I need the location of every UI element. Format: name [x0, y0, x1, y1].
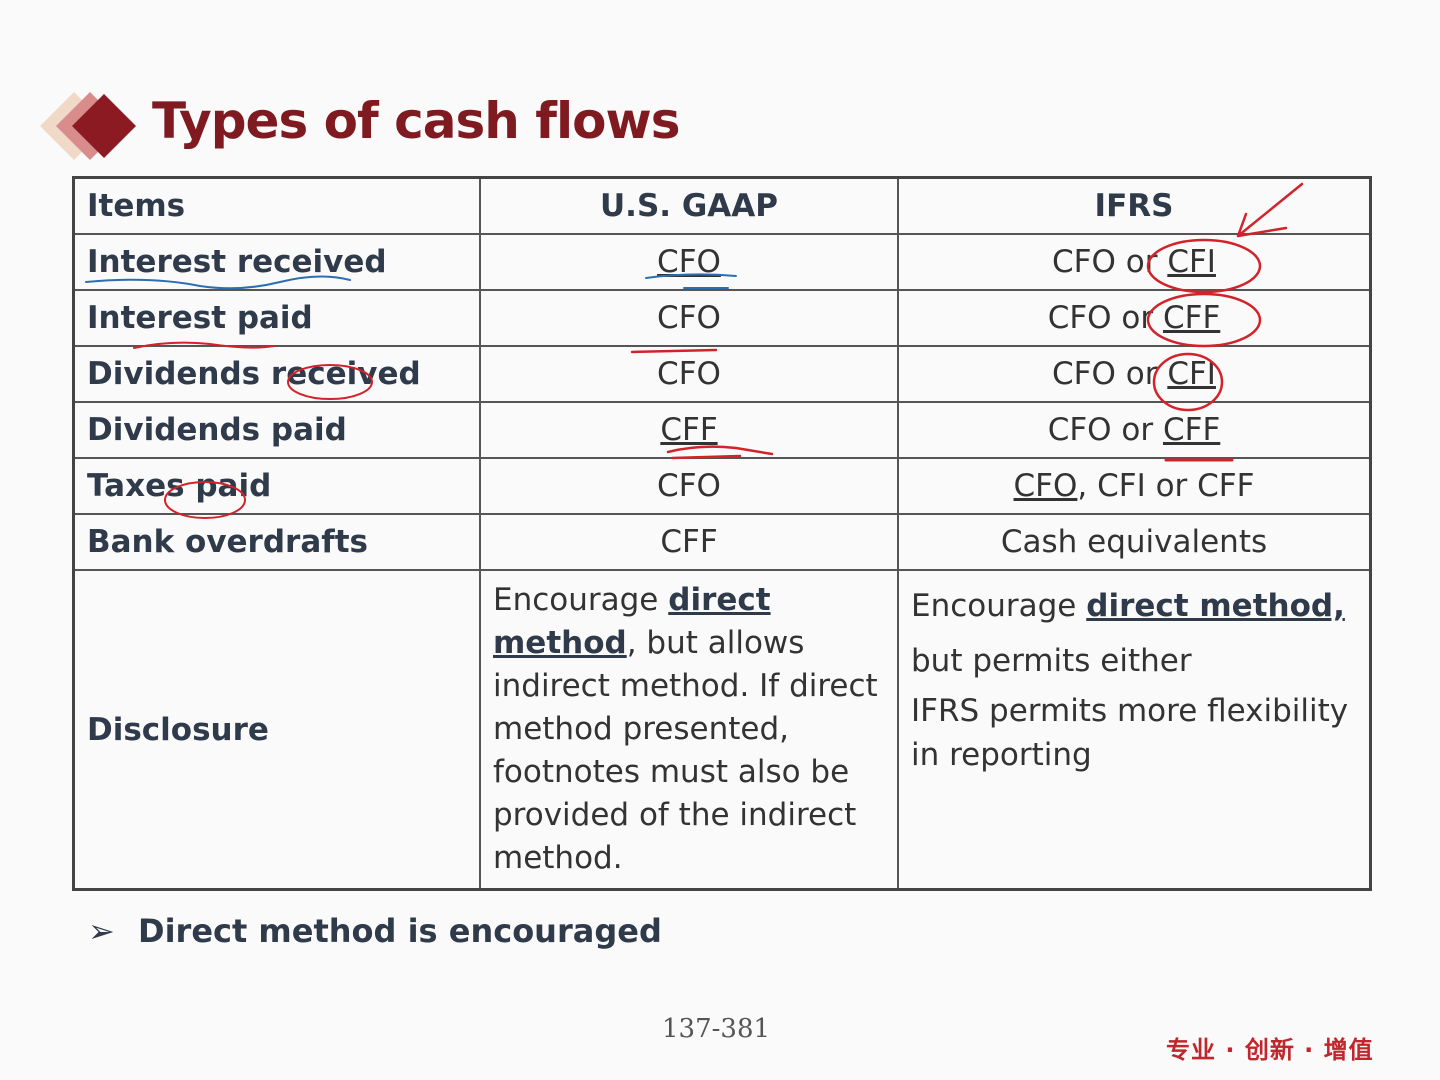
- disclosure-ifrs-text-1: Encourage: [911, 588, 1087, 624]
- row-item: Taxes paid: [72, 457, 481, 515]
- ifrs-value-a: CFO or: [1052, 244, 1168, 280]
- row-item: Bank overdrafts: [72, 513, 481, 571]
- row-ifrs: CFO or CFF: [897, 401, 1372, 459]
- table-row: Interest paid CFO CFO or CFF: [72, 289, 1372, 347]
- gaap-value: CFO: [657, 300, 721, 336]
- row-gaap: CFO: [479, 233, 899, 291]
- bullet-point: ➢ Direct method is encouraged: [88, 912, 662, 950]
- row-gaap: CFO: [479, 289, 899, 347]
- bullet-text: Direct method is encouraged: [138, 912, 662, 950]
- table-row: Interest received CFO CFO or CFI: [72, 233, 1372, 291]
- ifrs-value-a: CFO or: [1047, 300, 1163, 336]
- ifrs-value-b: CFF: [1162, 300, 1221, 336]
- ifrs-value-b: CFI: [1167, 244, 1216, 280]
- header-ifrs: IFRS: [897, 176, 1372, 235]
- disclosure-ifrs: Encourage direct method, but permits eit…: [897, 569, 1372, 891]
- ifrs-value-b: CFF: [1162, 412, 1221, 448]
- table-row: Dividends paid CFF CFO or CFF: [72, 401, 1372, 459]
- row-gaap: CFF: [479, 401, 899, 459]
- table-row: Taxes paid CFO CFO, CFI or CFF: [72, 457, 1372, 515]
- ifrs-value-a: CFO or: [1047, 412, 1163, 448]
- ifrs-value-b: , CFI or CFF: [1077, 468, 1255, 504]
- ifrs-value-a: CFO: [1013, 468, 1078, 504]
- cash-flow-table: Items U.S. GAAP IFRS Interest received C…: [72, 176, 1372, 891]
- table-row: Bank overdrafts CFF Cash equivalents: [72, 513, 1372, 571]
- disclosure-ifrs-line-1: Encourage direct method,: [911, 579, 1357, 634]
- page-number: 137-381: [662, 1014, 771, 1044]
- row-gaap: CFO: [479, 457, 899, 515]
- gaap-value: CFO: [657, 468, 721, 504]
- diamond-logo-icon: [40, 92, 136, 160]
- row-ifrs: CFO, CFI or CFF: [897, 457, 1372, 515]
- disclosure-ifrs-line-2: but permits either: [911, 643, 1192, 679]
- table-row: Dividends received CFO CFO or CFI: [72, 345, 1372, 403]
- row-ifrs: CFO or CFI: [897, 233, 1372, 291]
- gaap-value: CFO: [657, 356, 721, 392]
- gaap-value: CFO: [657, 244, 721, 280]
- disclosure-gaap: Encourage direct method, but allows indi…: [479, 569, 899, 891]
- row-gaap: CFF: [479, 513, 899, 571]
- arrow-bullet-icon: ➢: [88, 912, 115, 950]
- disclosure-ifrs-bold: direct method,: [1086, 588, 1345, 624]
- row-item: Interest paid: [72, 289, 481, 347]
- row-ifrs: CFO or CFI: [897, 345, 1372, 403]
- disclosure-ifrs-line-3: IFRS permits more flexibility in reporti…: [911, 693, 1349, 773]
- slogan: 专业 · 创新 · 增值: [1166, 1036, 1374, 1064]
- header-us-gaap: U.S. GAAP: [479, 176, 899, 235]
- ifrs-value-a: CFO or: [1052, 356, 1168, 392]
- disclosure-gaap-text-2: , but allows indirect method. If direct …: [493, 625, 878, 876]
- row-item: Dividends paid: [72, 401, 481, 459]
- row-ifrs: Cash equivalents: [897, 513, 1372, 571]
- ifrs-value-a: Cash equivalents: [1000, 524, 1268, 560]
- gaap-value: CFF: [660, 412, 718, 448]
- row-gaap: CFO: [479, 345, 899, 403]
- row-item: Interest received: [72, 233, 481, 291]
- row-ifrs: CFO or CFF: [897, 289, 1372, 347]
- disclosure-gaap-text-1: Encourage: [493, 582, 669, 618]
- ifrs-value-b: CFI: [1167, 356, 1216, 392]
- header-items: Items: [72, 176, 481, 235]
- table-row-disclosure: Disclosure Encourage direct method, but …: [72, 569, 1372, 891]
- row-item: Disclosure: [72, 569, 481, 891]
- disclosure-gaap-bold: direct method: [493, 582, 771, 661]
- table-header-row: Items U.S. GAAP IFRS: [72, 176, 1372, 235]
- page-title: Types of cash flows: [152, 92, 680, 150]
- gaap-value: CFF: [660, 524, 718, 560]
- row-item: Dividends received: [72, 345, 481, 403]
